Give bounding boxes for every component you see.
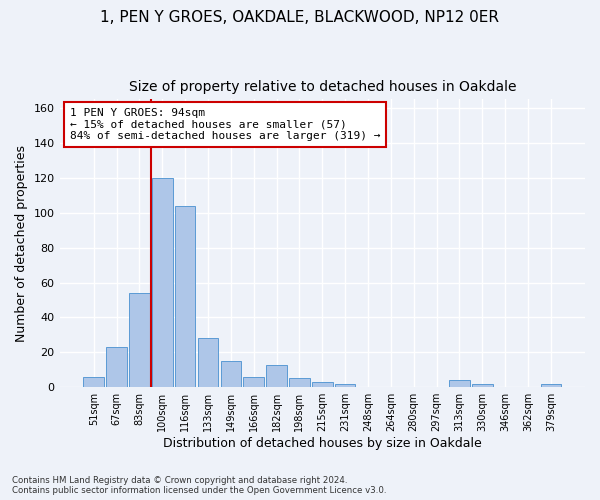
Bar (129, 293, 150, 387)
Y-axis label: Number of detached properties: Number of detached properties (15, 145, 28, 342)
Bar (449, 380, 470, 387)
Bar (289, 378, 310, 387)
Bar (266, 364, 287, 387)
Bar (198, 338, 218, 387)
Text: 1, PEN Y GROES, OAKDALE, BLACKWOOD, NP12 0ER: 1, PEN Y GROES, OAKDALE, BLACKWOOD, NP12… (101, 10, 499, 25)
Bar (83, 376, 104, 387)
Text: Contains HM Land Registry data © Crown copyright and database right 2024.
Contai: Contains HM Land Registry data © Crown c… (12, 476, 386, 495)
Text: 1 PEN Y GROES: 94sqm
← 15% of detached houses are smaller (57)
84% of semi-detac: 1 PEN Y GROES: 94sqm ← 15% of detached h… (70, 108, 380, 141)
X-axis label: Distribution of detached houses by size in Oakdale: Distribution of detached houses by size … (163, 437, 482, 450)
Bar (221, 361, 241, 387)
Title: Size of property relative to detached houses in Oakdale: Size of property relative to detached ho… (128, 80, 516, 94)
Bar (541, 384, 561, 387)
Bar (152, 178, 173, 387)
Bar (244, 376, 264, 387)
Bar (335, 384, 355, 387)
Bar (312, 382, 332, 387)
Bar (472, 384, 493, 387)
Bar (175, 206, 196, 387)
Bar (106, 347, 127, 387)
